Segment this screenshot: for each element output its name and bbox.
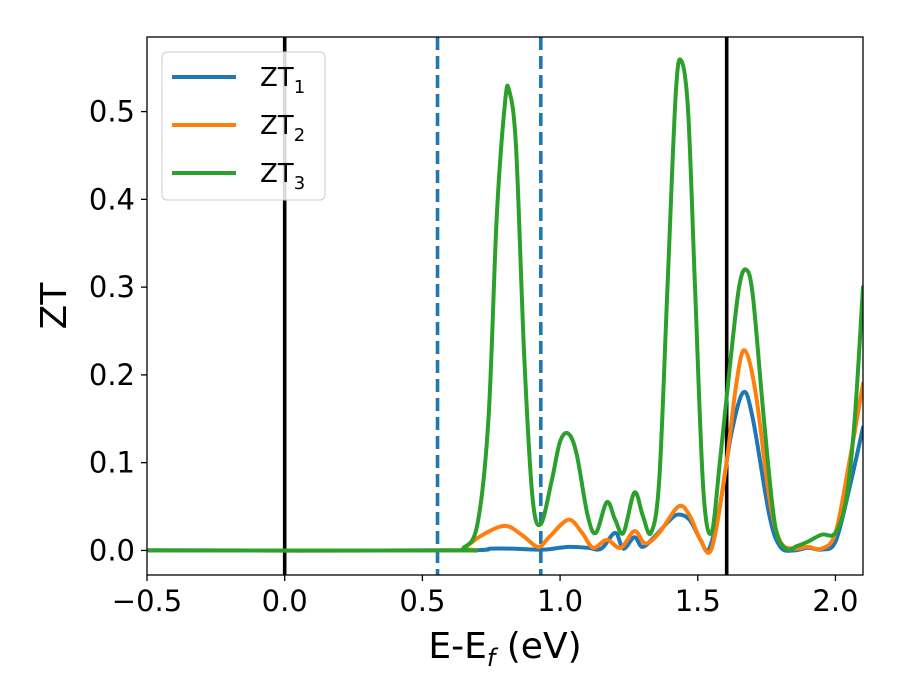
x-axis-label: E-Ef (eV): [428, 626, 581, 672]
x-tick-label: 0.0: [262, 584, 308, 618]
y-tick-label: 0.4: [89, 182, 135, 216]
legend-label-zt1: ZT1: [260, 63, 305, 98]
series-line-zt2: [147, 348, 863, 555]
y-tick-label: 0.5: [89, 95, 135, 129]
y-tick-label: 0.3: [89, 270, 135, 304]
x-tick-label: −0.5: [112, 584, 182, 618]
vertical-marker-lines: [282, 37, 729, 575]
plot-area-frame: [146, 36, 864, 576]
x-tick-label: 1.0: [537, 584, 583, 618]
x-tick-label: 1.5: [675, 584, 721, 618]
y-tick-label: 0.1: [89, 446, 135, 480]
x-tick-label: 2.0: [812, 584, 858, 618]
series-line-zt3: [147, 57, 863, 553]
y-axis-label: ZT: [34, 282, 75, 330]
y-tick-label: 0.0: [89, 533, 135, 567]
legend-label-zt2: ZT2: [260, 111, 305, 146]
y-axis-ticks: 0.0 0.1 0.2 0.3 0.4 0.5: [89, 95, 147, 567]
x-tick-label: 0.5: [399, 584, 445, 618]
legend-label-zt3: ZT3: [260, 159, 305, 194]
x-axis-ticks: −0.5 0.0 0.5 1.0 1.5 2.0: [112, 575, 859, 618]
y-tick-label: 0.2: [89, 358, 135, 392]
legend: ZT1 ZT2 ZT3: [161, 51, 326, 201]
legend-box: [161, 51, 326, 201]
series-lines: [147, 57, 863, 555]
